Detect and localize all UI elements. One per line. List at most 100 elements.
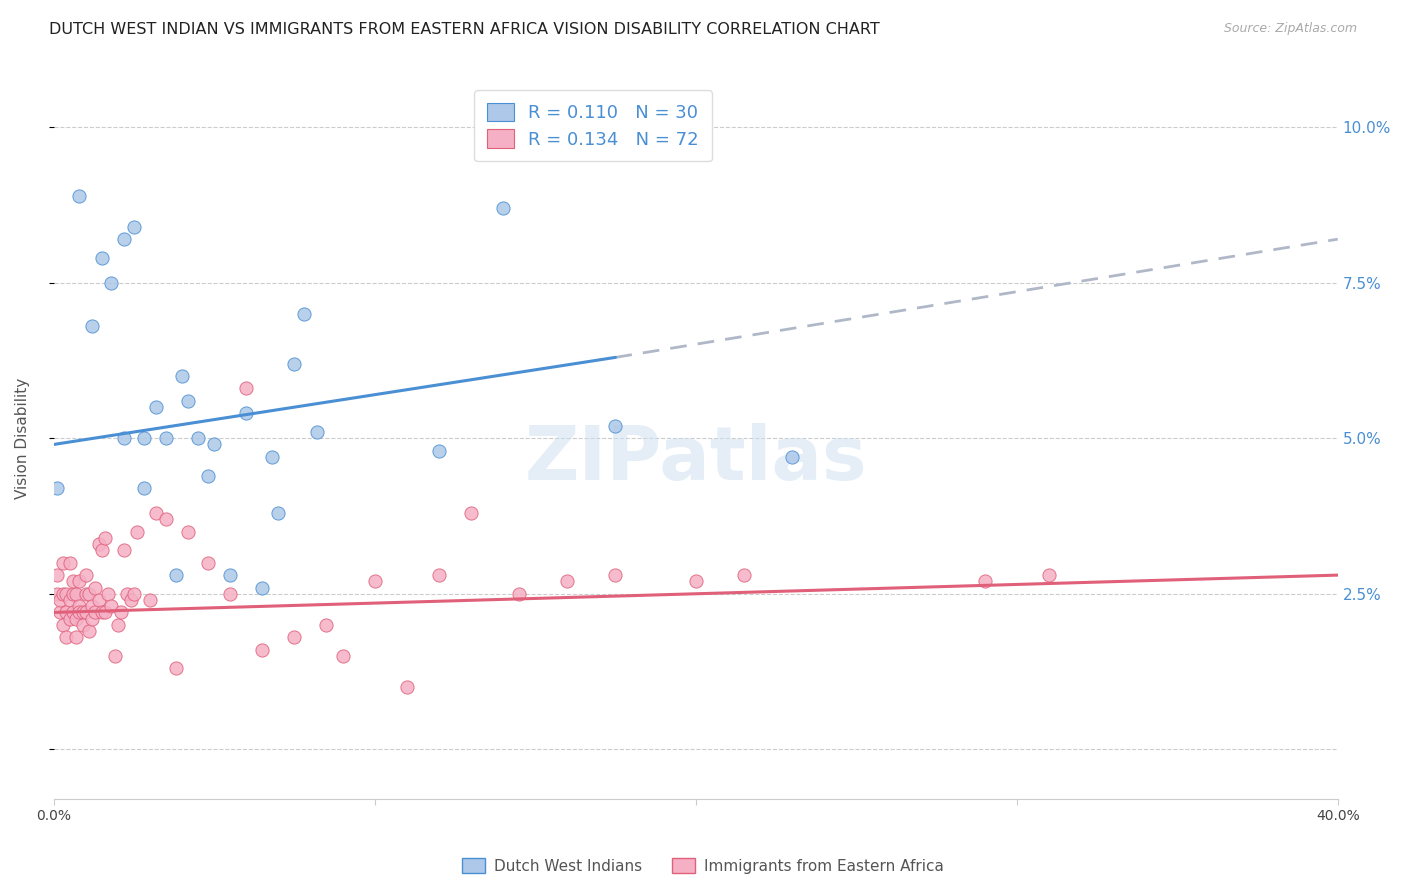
Point <box>122 219 145 234</box>
Point <box>1038 568 1060 582</box>
Text: ZIPatlas: ZIPatlas <box>524 424 868 497</box>
Point <box>52 618 75 632</box>
Point <box>90 606 112 620</box>
Point <box>733 568 755 582</box>
Point <box>145 506 167 520</box>
Point <box>252 642 274 657</box>
Point <box>59 612 82 626</box>
Point <box>460 506 482 520</box>
Point <box>605 568 627 582</box>
Point <box>55 587 77 601</box>
Point <box>219 587 242 601</box>
Point <box>55 630 77 644</box>
Point <box>145 400 167 414</box>
Point <box>82 612 104 626</box>
Point <box>125 524 148 539</box>
Point <box>395 680 418 694</box>
Point <box>605 418 627 433</box>
Point <box>75 568 97 582</box>
Point <box>177 393 200 408</box>
Point <box>59 556 82 570</box>
Point <box>62 606 84 620</box>
Point <box>332 648 354 663</box>
Point <box>252 581 274 595</box>
Point <box>112 543 135 558</box>
Point <box>67 188 90 202</box>
Point <box>97 587 120 601</box>
Point <box>112 431 135 445</box>
Point <box>72 618 94 632</box>
Point <box>170 369 193 384</box>
Point <box>82 599 104 614</box>
Point <box>75 606 97 620</box>
Point <box>55 606 77 620</box>
Point <box>104 648 127 663</box>
Point <box>77 624 100 639</box>
Text: Source: ZipAtlas.com: Source: ZipAtlas.com <box>1223 22 1357 36</box>
Point <box>219 568 242 582</box>
Point <box>155 512 177 526</box>
Point <box>67 606 90 620</box>
Point <box>45 587 67 601</box>
Point <box>62 574 84 589</box>
Point <box>110 606 132 620</box>
Point <box>177 524 200 539</box>
Point <box>82 319 104 334</box>
Point <box>292 307 315 321</box>
Point <box>685 574 707 589</box>
Point <box>139 593 162 607</box>
Point <box>59 593 82 607</box>
Point <box>305 425 328 439</box>
Point <box>197 556 219 570</box>
Point <box>45 568 67 582</box>
Point <box>120 593 142 607</box>
Point <box>155 431 177 445</box>
Point <box>283 630 305 644</box>
Point <box>315 618 337 632</box>
Point <box>132 431 155 445</box>
Point <box>122 587 145 601</box>
Point <box>52 587 75 601</box>
Legend: Dutch West Indians, Immigrants from Eastern Africa: Dutch West Indians, Immigrants from East… <box>456 852 950 880</box>
Point <box>187 431 209 445</box>
Y-axis label: Vision Disability: Vision Disability <box>15 377 30 499</box>
Point <box>84 581 107 595</box>
Point <box>283 357 305 371</box>
Point <box>492 201 515 215</box>
Point <box>235 406 257 420</box>
Point <box>260 450 283 464</box>
Legend: R = 0.110   N = 30, R = 0.134   N = 72: R = 0.110 N = 30, R = 0.134 N = 72 <box>474 90 711 161</box>
Point <box>508 587 530 601</box>
Point <box>84 606 107 620</box>
Point <box>267 506 290 520</box>
Point <box>72 606 94 620</box>
Point <box>112 232 135 246</box>
Point <box>197 468 219 483</box>
Point <box>780 450 803 464</box>
Point <box>107 618 129 632</box>
Point <box>427 568 450 582</box>
Point <box>100 599 122 614</box>
Point <box>363 574 385 589</box>
Point <box>132 481 155 495</box>
Point <box>52 556 75 570</box>
Point <box>117 587 139 601</box>
Point <box>555 574 578 589</box>
Point <box>67 574 90 589</box>
Point <box>87 537 110 551</box>
Point <box>75 587 97 601</box>
Point <box>65 587 87 601</box>
Point <box>65 630 87 644</box>
Point <box>90 543 112 558</box>
Point <box>165 661 187 675</box>
Point <box>202 437 225 451</box>
Point <box>235 382 257 396</box>
Point <box>62 587 84 601</box>
Point <box>49 606 72 620</box>
Point <box>973 574 995 589</box>
Point <box>94 606 117 620</box>
Point <box>77 587 100 601</box>
Point <box>100 276 122 290</box>
Point <box>94 531 117 545</box>
Text: DUTCH WEST INDIAN VS IMMIGRANTS FROM EASTERN AFRICA VISION DISABILITY CORRELATIO: DUTCH WEST INDIAN VS IMMIGRANTS FROM EAS… <box>49 22 880 37</box>
